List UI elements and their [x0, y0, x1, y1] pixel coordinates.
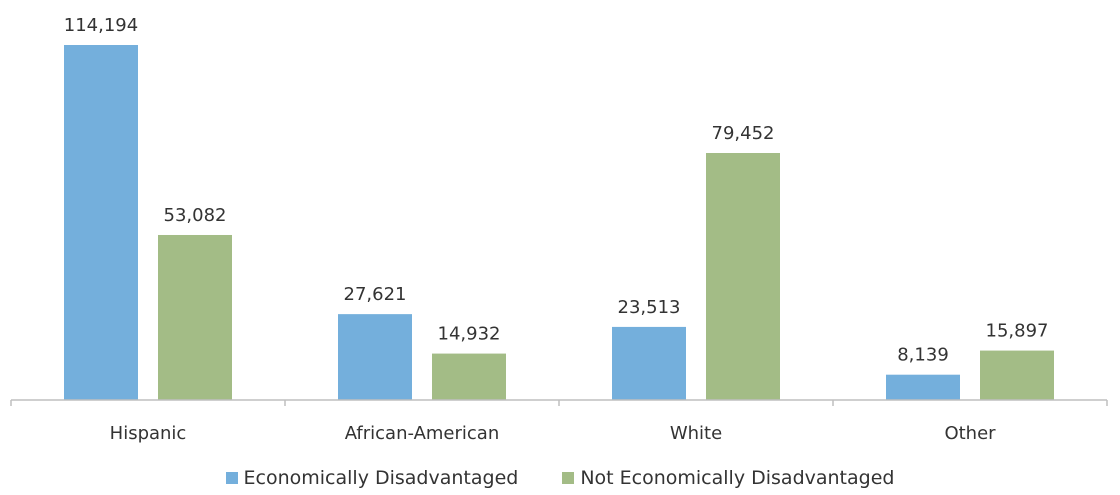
x-tick-label-white: White: [670, 423, 722, 444]
x-tick-label-hispanic: Hispanic: [110, 423, 187, 444]
legend-swatch-economically-disadvantaged: [225, 472, 238, 484]
legend-item-economically-disadvantaged: Economically Disadvantaged: [225, 467, 519, 489]
data-label-hispanic-not-economically-disadvantaged: 53,082: [164, 205, 227, 226]
legend-swatch-not-economically-disadvantaged: [562, 472, 575, 484]
bar-african-american-economically-disadvantaged: [338, 314, 412, 400]
legend-label-economically-disadvantaged: Economically Disadvantaged: [243, 467, 519, 489]
bar-other-economically-disadvantaged: [886, 374, 960, 400]
bar-african-american-not-economically-disadvantaged: [432, 353, 506, 400]
x-tick-label-other: Other: [944, 423, 996, 444]
legend: Economically Disadvantaged Not Economica…: [0, 467, 1120, 489]
bar-white-not-economically-disadvantaged: [706, 153, 780, 400]
data-label-white-not-economically-disadvantaged: 79,452: [712, 123, 775, 144]
data-label-other-economically-disadvantaged: 8,139: [897, 345, 949, 366]
bar-hispanic-economically-disadvantaged: [64, 45, 138, 400]
data-label-african-american-not-economically-disadvantaged: 14,932: [438, 324, 501, 345]
x-tick-label-african-american: African-American: [345, 423, 500, 444]
bar-white-economically-disadvantaged: [612, 326, 686, 400]
bar-other-not-economically-disadvantaged: [980, 350, 1054, 400]
data-label-hispanic-economically-disadvantaged: 114,194: [64, 15, 138, 36]
data-label-white-economically-disadvantaged: 23,513: [618, 297, 681, 318]
data-label-other-not-economically-disadvantaged: 15,897: [986, 321, 1049, 342]
legend-label-not-economically-disadvantaged: Not Economically Disadvantaged: [580, 467, 895, 489]
bar-hispanic-not-economically-disadvantaged: [158, 234, 232, 400]
legend-item-not-economically-disadvantaged: Not Economically Disadvantaged: [562, 467, 894, 489]
data-label-african-american-economically-disadvantaged: 27,621: [344, 284, 407, 305]
